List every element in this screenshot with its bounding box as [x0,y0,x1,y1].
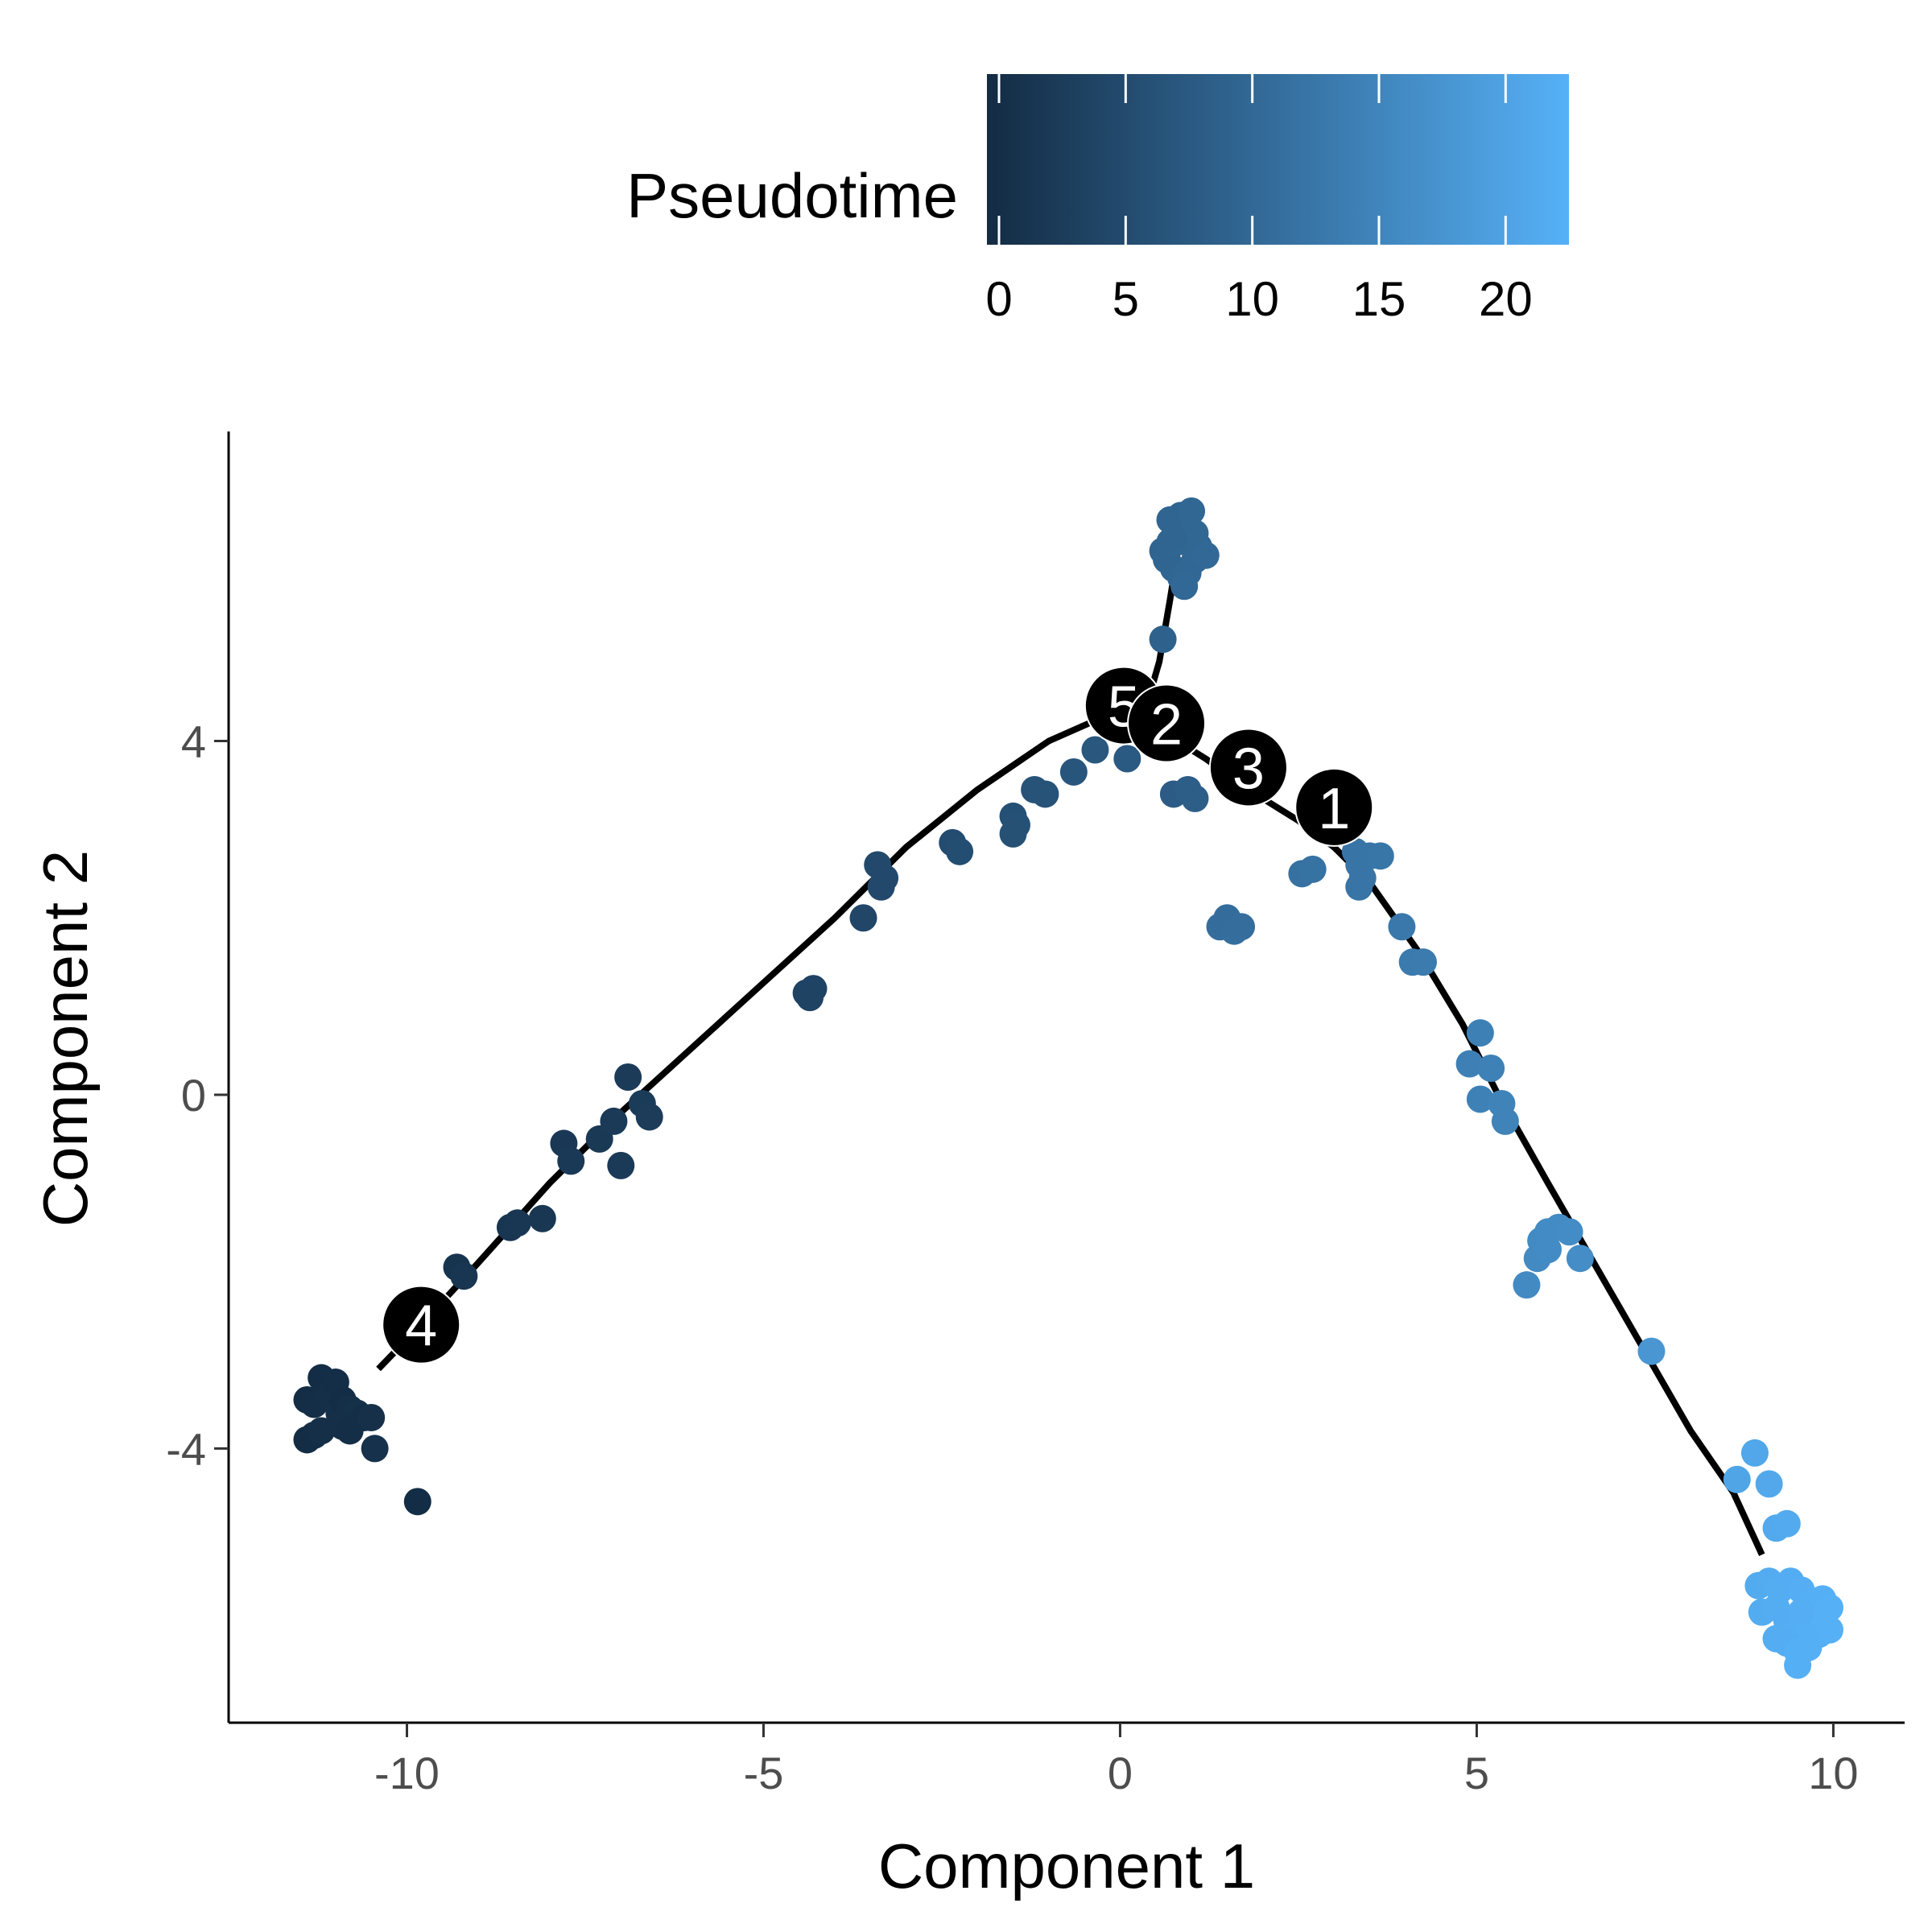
cell-point [503,1209,531,1237]
x-axis-ticks: -10 -5 0 5 10 [374,1723,1859,1798]
x-tick-label: 5 [1464,1748,1489,1798]
branch-node [1208,728,1288,807]
colorbar [987,74,1569,245]
branch-node-label: 2 [1150,693,1183,758]
cell-point [1366,842,1394,870]
cell-point [1723,1465,1751,1493]
cell-point [600,1107,628,1135]
x-tick-label: -5 [744,1748,784,1798]
cell-point [1191,541,1220,569]
cell-point [1178,497,1206,525]
cell-point [403,1488,431,1516]
cell-point [450,1262,478,1290]
cell-point [867,873,895,901]
colorbar-legend: Pseudotime 0 5 10 15 20 [626,74,1569,326]
y-axis-title: Component 2 [30,850,101,1227]
cell-point [1784,1651,1812,1679]
cell-point [1755,1470,1783,1498]
cell-point [607,1151,635,1179]
cell-point [946,837,974,865]
cell-point [1181,784,1209,812]
cell-point [1466,1085,1494,1113]
cell-point [1534,1236,1563,1264]
x-tick-label: 10 [1808,1748,1858,1798]
cell-point [557,1147,585,1175]
y-tick-label: -4 [166,1423,206,1474]
cell-point [528,1204,556,1232]
cell-point [1809,1603,1837,1631]
cell-point [1466,1019,1494,1047]
x-tick-label: -10 [374,1748,440,1798]
cell-point [336,1417,364,1445]
y-axis-ticks: -4 0 4 [166,716,229,1474]
cell-point [1298,855,1327,883]
y-tick-label: 0 [181,1070,206,1121]
trajectory-branch [1125,703,1765,1556]
cell-point [1031,780,1059,808]
colorbar-tick-label: 5 [1113,272,1139,326]
cell-point [1228,913,1256,941]
cell-point [1555,1218,1583,1246]
cell-point [796,984,824,1012]
cell-point [1149,625,1177,654]
cell-point [1113,745,1141,773]
cell-point [1388,913,1416,941]
cell-point [308,1417,336,1445]
cell-point [1345,873,1373,901]
cell-point [1787,1598,1815,1626]
cell-point [1409,948,1437,976]
branch-node-label: 3 [1232,737,1265,801]
colorbar-tick-label: 15 [1352,272,1406,326]
cell-point [1477,1055,1505,1083]
legend-title: Pseudotime [626,160,958,231]
cell-point [1159,523,1187,551]
branch-node-label: 1 [1318,777,1350,841]
trajectory-lines [376,555,1765,1556]
x-tick-label: 0 [1108,1748,1133,1798]
cell-point [1637,1337,1666,1365]
cell-point [614,1063,642,1091]
branch-node [1127,683,1207,763]
cell-point [1740,1439,1769,1467]
cell-point [1081,736,1109,764]
cell-point [1059,758,1088,786]
colorbar-ticks: 0 5 10 15 20 [985,74,1533,326]
colorbar-tick-label: 0 [985,272,1012,326]
cell-points [293,497,1843,1679]
colorbar-tick-label: 20 [1479,272,1533,326]
branch-node [1294,767,1374,847]
cell-point [1491,1107,1519,1135]
cell-point [357,1403,386,1431]
cell-point [635,1103,663,1131]
cell-point [1170,572,1199,601]
x-axis-title: Component 1 [878,1831,1255,1901]
cell-point [999,819,1027,848]
cell-point [1513,1271,1541,1299]
cell-point [1773,1509,1801,1538]
cell-point [1566,1245,1594,1273]
plot-panel: -10 -5 0 5 10 -4 0 4 5 231 4 [166,431,1905,1798]
cell-point [361,1435,389,1463]
branch-node [382,1285,461,1364]
cell-point [849,904,877,932]
y-tick-label: 4 [181,716,206,767]
branch-node-label: 4 [405,1294,437,1359]
cell-point [1455,1050,1484,1078]
colorbar-tick-label: 10 [1225,272,1279,326]
